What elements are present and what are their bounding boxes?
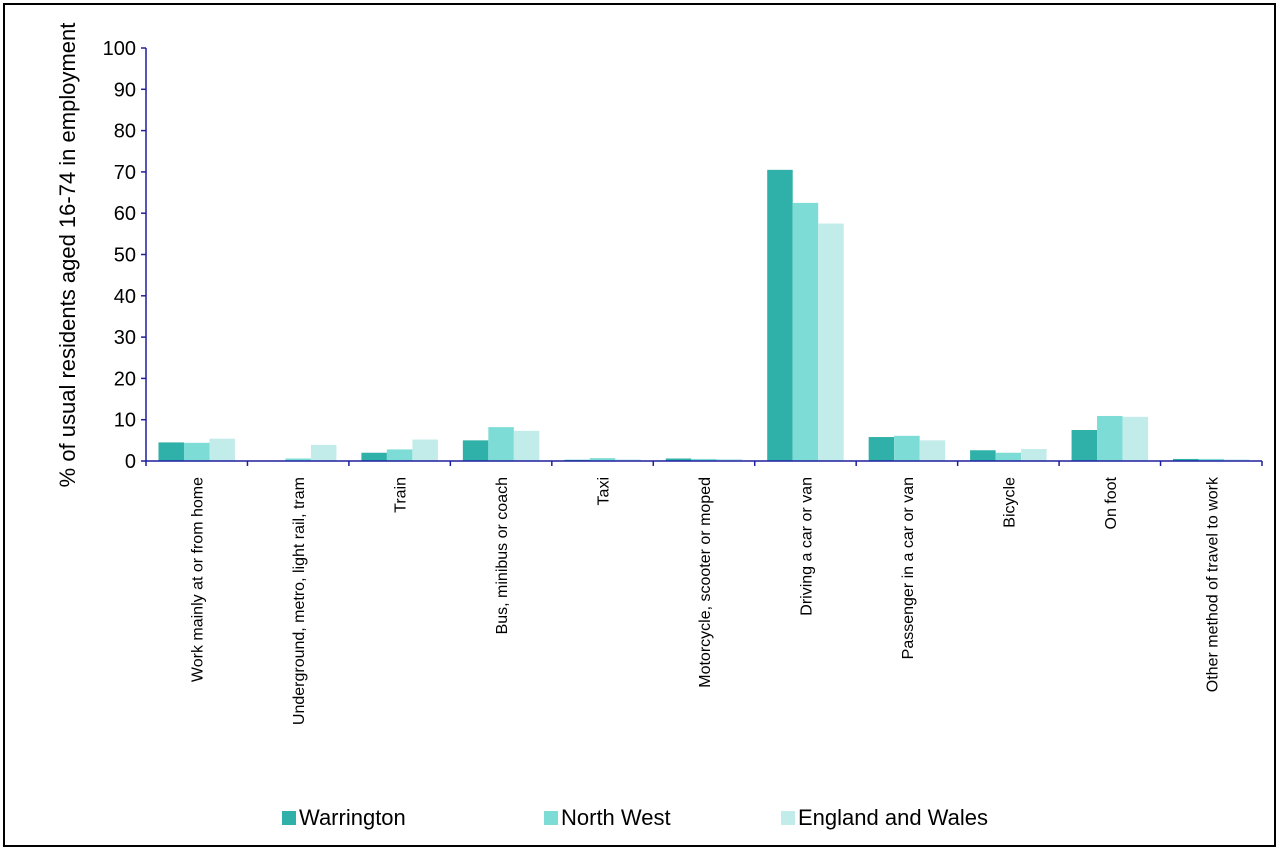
- bar-england-and-wales-3: [513, 430, 540, 461]
- bar-north-west-9: [1097, 415, 1123, 461]
- bar-warrington-10: [1173, 458, 1199, 461]
- bar-warrington-3: [462, 440, 489, 461]
- x-tick-label: Work mainly at or from home: [190, 477, 207, 682]
- y-tick-label: 70: [114, 162, 136, 184]
- bar-north-west-4: [589, 458, 616, 461]
- y-tick-label: 20: [114, 368, 136, 390]
- y-tick-label: 40: [114, 286, 136, 308]
- legend-swatch-england-and-wales: [781, 811, 795, 825]
- bar-warrington-5: [665, 458, 692, 461]
- bar-north-west-10: [1198, 458, 1225, 461]
- bar-warrington-2: [361, 452, 387, 461]
- bars-group: [158, 169, 1250, 462]
- bar-england-and-wales-9: [1122, 416, 1149, 461]
- y-axis-label: % of usual residents aged 16-74 in emplo…: [55, 23, 80, 488]
- x-tick-label: Bicycle: [1001, 477, 1018, 528]
- bar-north-west-0: [183, 442, 210, 461]
- x-tick-label: Train: [393, 477, 410, 513]
- bar-warrington-6: [767, 169, 793, 461]
- legend-swatch-warrington: [282, 811, 296, 825]
- bar-north-west-6: [792, 202, 819, 462]
- legend-label-north-west: North West: [561, 805, 671, 830]
- x-tick-label: Bus, minibus or coach: [494, 477, 511, 634]
- bar-north-west-2: [386, 449, 413, 461]
- bar-north-west-5: [691, 458, 717, 461]
- x-tick-labels: Work mainly at or from home Underground, …: [190, 476, 1222, 725]
- bar-north-west-8: [995, 452, 1022, 461]
- y-tick-label: 60: [114, 203, 136, 225]
- x-tick-label: Other method of travel to work: [1204, 476, 1221, 692]
- legend: Warrington North West England and Wales: [282, 805, 988, 830]
- x-tick-label: Motorcycle, scooter or moped: [697, 477, 714, 688]
- bar-north-west-3: [488, 427, 514, 461]
- y-tick-labels: 0 10 20 30 40 50 60 70 80 90 100: [103, 38, 136, 473]
- bar-warrington-0: [158, 442, 184, 461]
- y-tick-label: 0: [125, 451, 136, 473]
- bar-england-and-wales-5: [716, 458, 743, 461]
- y-tick-label: 10: [114, 410, 136, 432]
- y-tick-label: 80: [114, 121, 136, 143]
- bar-warrington-9: [1071, 430, 1098, 461]
- bar-warrington-8: [970, 450, 996, 461]
- x-tick-label: Driving a car or van: [798, 477, 815, 616]
- chart-frame: [3, 3, 1276, 847]
- y-tick-label: 30: [114, 327, 136, 349]
- x-tick-label: Underground, metro, light rail, tram: [291, 477, 308, 725]
- x-tick-label: On foot: [1103, 476, 1120, 529]
- y-tick-label: 90: [114, 79, 136, 101]
- bar-england-and-wales-4: [615, 459, 641, 461]
- legend-swatch-north-west: [544, 811, 558, 825]
- bar-england-and-wales-2: [412, 439, 438, 461]
- y-tick-label: 100: [103, 38, 136, 60]
- x-tick-label: Passenger in a car or van: [900, 477, 917, 659]
- bar-england-and-wales-1: [310, 444, 337, 461]
- bar-england-and-wales-6: [818, 223, 844, 461]
- bar-england-and-wales-7: [919, 440, 946, 461]
- bar-england-and-wales-10: [1224, 459, 1250, 461]
- bar-warrington-7: [868, 437, 895, 461]
- legend-label-england-and-wales: England and Wales: [798, 805, 988, 830]
- axes-group: [141, 47, 1263, 466]
- bar-england-and-wales-8: [1021, 449, 1047, 461]
- y-tick-label: 50: [114, 245, 136, 267]
- legend-label-warrington: Warrington: [299, 805, 406, 830]
- bar-north-west-7: [894, 435, 920, 461]
- bar-england-and-wales-0: [209, 438, 235, 461]
- bar-north-west-1: [285, 458, 311, 461]
- x-tick-label: Taxi: [596, 477, 613, 505]
